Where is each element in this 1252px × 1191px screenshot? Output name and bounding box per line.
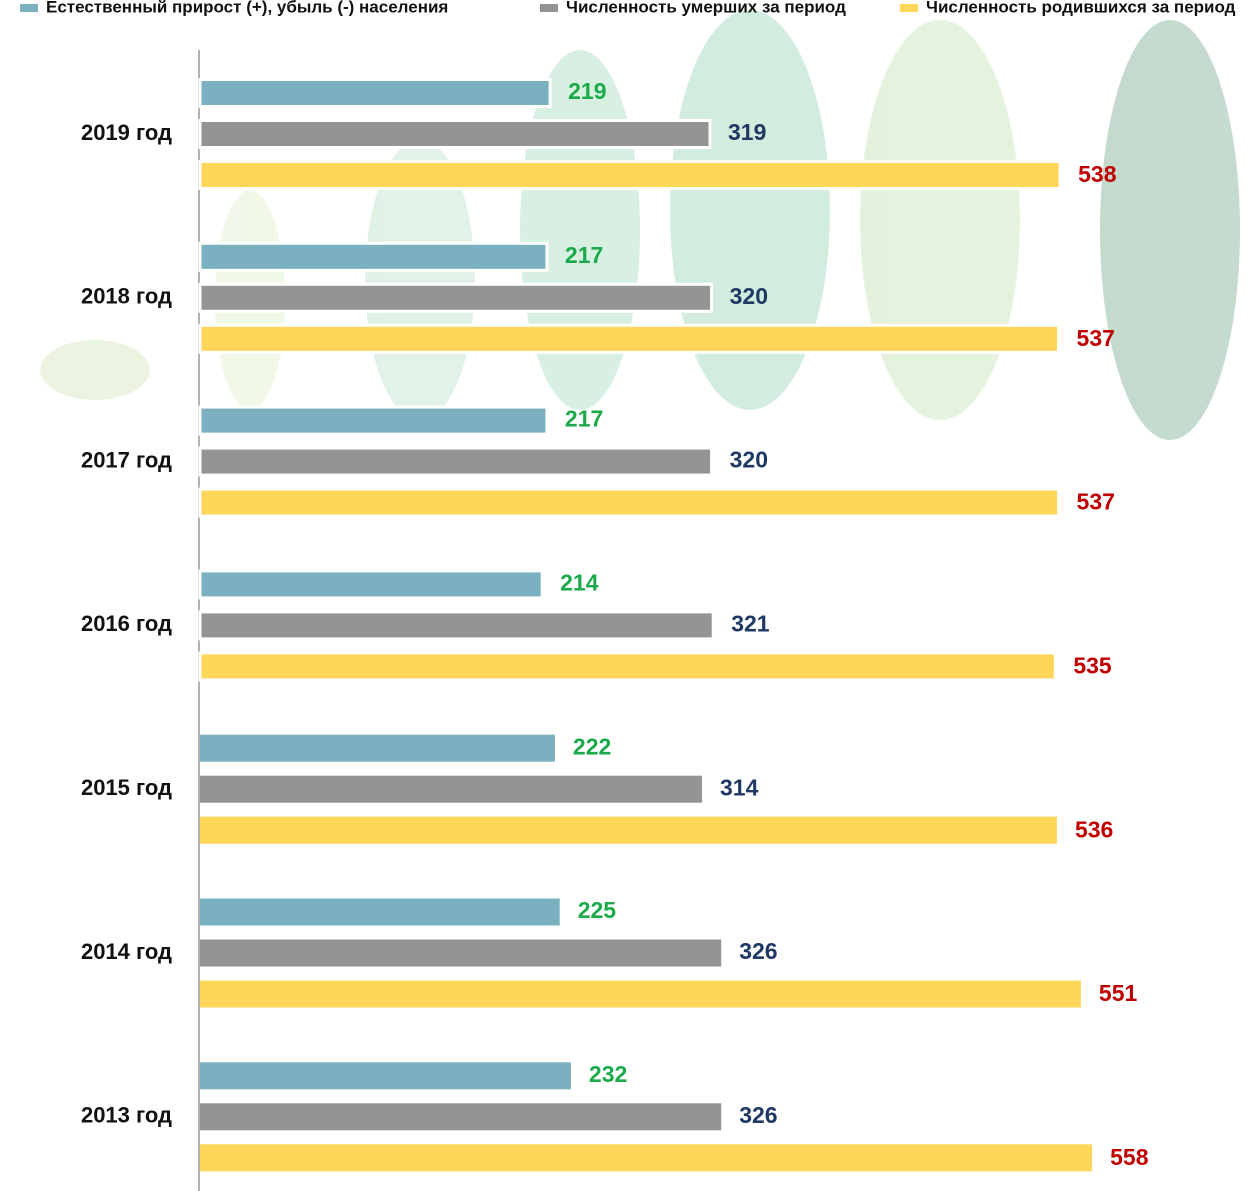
bar: [198, 78, 552, 108]
bar: [200, 734, 555, 762]
value-label: 219: [568, 78, 606, 104]
value-label: 320: [730, 447, 768, 473]
category-label: 2019 год: [81, 120, 172, 145]
value-label: 536: [1075, 816, 1113, 842]
bar: [198, 569, 544, 600]
bar: [198, 610, 715, 641]
bar: [198, 160, 1062, 190]
value-label: 232: [589, 1061, 627, 1087]
bar: [198, 487, 1061, 518]
value-label: 537: [1077, 325, 1115, 351]
category-label: 2016 год: [81, 611, 172, 636]
category-label: 2018 год: [81, 284, 172, 309]
value-label: 314: [720, 774, 759, 800]
bar: [198, 323, 1061, 354]
bar: [198, 446, 714, 477]
category-label: 2013 год: [81, 1103, 172, 1128]
bar: [198, 241, 549, 272]
legend-swatch: [900, 4, 918, 12]
value-label: 225: [578, 897, 617, 923]
value-label: 222: [573, 733, 611, 759]
background-silhouettes: [40, 10, 1240, 440]
bar: [200, 1062, 571, 1090]
legend-label: Численность родившихся за период: [926, 0, 1236, 16]
bar: [200, 775, 703, 803]
bar: [198, 119, 712, 149]
legend-label: Численность умерших за период: [566, 0, 846, 16]
value-label: 320: [730, 283, 768, 309]
bar: [200, 1144, 1093, 1172]
value-label: 214: [560, 569, 599, 595]
value-label: 558: [1110, 1144, 1149, 1170]
value-label: 326: [739, 938, 777, 964]
category-label: 2017 год: [81, 447, 172, 472]
bar: [200, 898, 560, 926]
legend-swatch: [540, 4, 558, 12]
bar: [200, 939, 722, 967]
bar: [198, 651, 1057, 682]
bar: [198, 282, 714, 313]
value-label: 321: [731, 610, 770, 636]
legend-swatch: [20, 4, 38, 12]
value-label: 535: [1073, 652, 1112, 678]
value-label: 217: [565, 406, 603, 432]
bar: [198, 405, 549, 436]
bar: [200, 980, 1081, 1008]
category-label: 2015 год: [81, 775, 172, 800]
value-label: 538: [1078, 161, 1117, 187]
bar: [200, 1103, 722, 1131]
value-label: 551: [1099, 980, 1138, 1006]
value-label: 326: [739, 1102, 777, 1128]
value-label: 217: [565, 242, 603, 268]
category-label: 2014 год: [81, 939, 172, 964]
value-label: 537: [1077, 489, 1115, 515]
value-label: 319: [728, 119, 766, 145]
legend-label: Естественный прирост (+), убыль (-) насе…: [46, 0, 448, 16]
bar: [200, 816, 1057, 844]
